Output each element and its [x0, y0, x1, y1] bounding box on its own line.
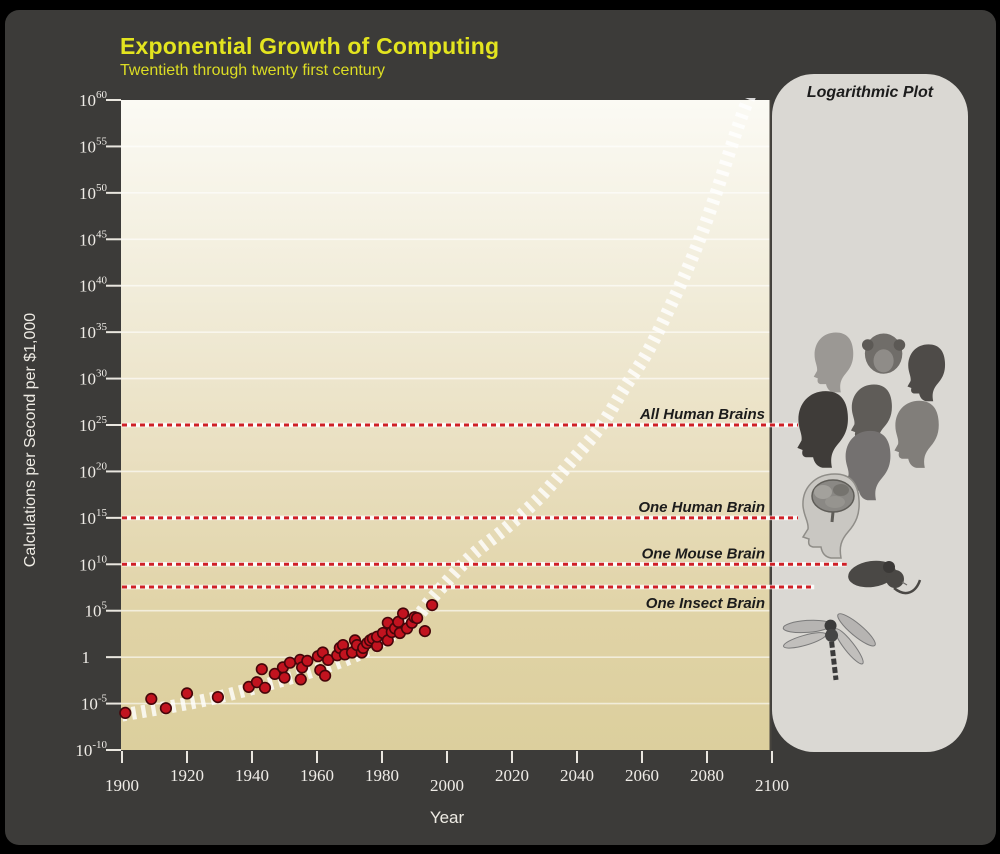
- data-point: [119, 706, 132, 720]
- x-tick-label: 1960: [300, 766, 334, 785]
- reference-line-label: One Insect Brain: [646, 595, 765, 612]
- y-tick-label: 1020: [79, 460, 108, 481]
- mouse-image: [848, 560, 922, 595]
- y-tick-label: 10-5: [81, 693, 108, 714]
- data-point: [301, 654, 314, 668]
- y-tick-label: 105: [85, 600, 108, 621]
- chart-title: Exponential Growth of Computing: [120, 33, 500, 59]
- panel-title: Logarithmic Plot: [806, 84, 934, 101]
- data-point: [250, 676, 263, 689]
- x-tick-label: 1980: [365, 766, 399, 785]
- data-point: [278, 671, 291, 684]
- x-tick-label: 2020: [495, 766, 529, 785]
- x-tick-label: 1900: [105, 776, 139, 795]
- y-tick-label: 1060: [79, 89, 108, 110]
- human-brain-cutaway-image: [801, 473, 860, 559]
- data-point: [159, 702, 172, 715]
- data-point: [426, 598, 439, 612]
- reference-line-label: One Mouse Brain: [642, 545, 765, 562]
- data-point: [258, 681, 272, 694]
- chart-subtitle: Twentieth through twenty first century: [120, 62, 386, 79]
- data-point: [283, 656, 297, 669]
- y-tick-label: 1040: [79, 275, 108, 296]
- x-tick-label: 2000: [430, 776, 464, 795]
- x-tick-label: 2080: [690, 766, 724, 785]
- data-point: [418, 624, 432, 638]
- y-tick-label: 1025: [79, 414, 108, 435]
- trend-line: [121, 98, 756, 722]
- x-tick-label: 2040: [560, 766, 594, 785]
- data-point: [180, 687, 194, 700]
- data-point: [211, 690, 224, 704]
- x-tick-label: 1920: [170, 766, 204, 785]
- reference-line-label: All Human Brains: [639, 406, 765, 423]
- data-point: [411, 611, 424, 625]
- data-point: [294, 673, 307, 686]
- data-point: [145, 692, 158, 706]
- logarithmic-plot-panel: [772, 74, 968, 752]
- reference-line-label: One Human Brain: [638, 499, 765, 516]
- data-point: [397, 607, 410, 620]
- axes-and-reference-layer: All Human Brains One Human Brain One Mouse…: [75, 89, 847, 795]
- y-axis-title: Calculations per Second per $1,000: [22, 312, 39, 568]
- data-point: [255, 663, 268, 676]
- x-tick-label: 2100: [755, 776, 789, 795]
- x-tick-label: 2060: [625, 766, 659, 785]
- y-tick-label: 1035: [79, 321, 108, 342]
- dragonfly-image: [782, 613, 876, 681]
- human-heads-collage-image: [797, 332, 946, 501]
- y-tick-label: 1030: [79, 368, 108, 389]
- y-tick-label: 1055: [79, 135, 108, 156]
- data-point: [319, 669, 332, 682]
- x-axis-title: Year: [429, 808, 465, 827]
- x-tick-label: 1940: [235, 766, 269, 785]
- y-tick-label: 10-10: [75, 739, 107, 760]
- y-tick-label: 1: [82, 648, 91, 667]
- y-tick-label: 1015: [79, 507, 108, 528]
- y-tick-label: 1010: [79, 553, 108, 574]
- y-tick-label: 1045: [79, 228, 108, 249]
- y-tick-label: 1050: [79, 182, 108, 203]
